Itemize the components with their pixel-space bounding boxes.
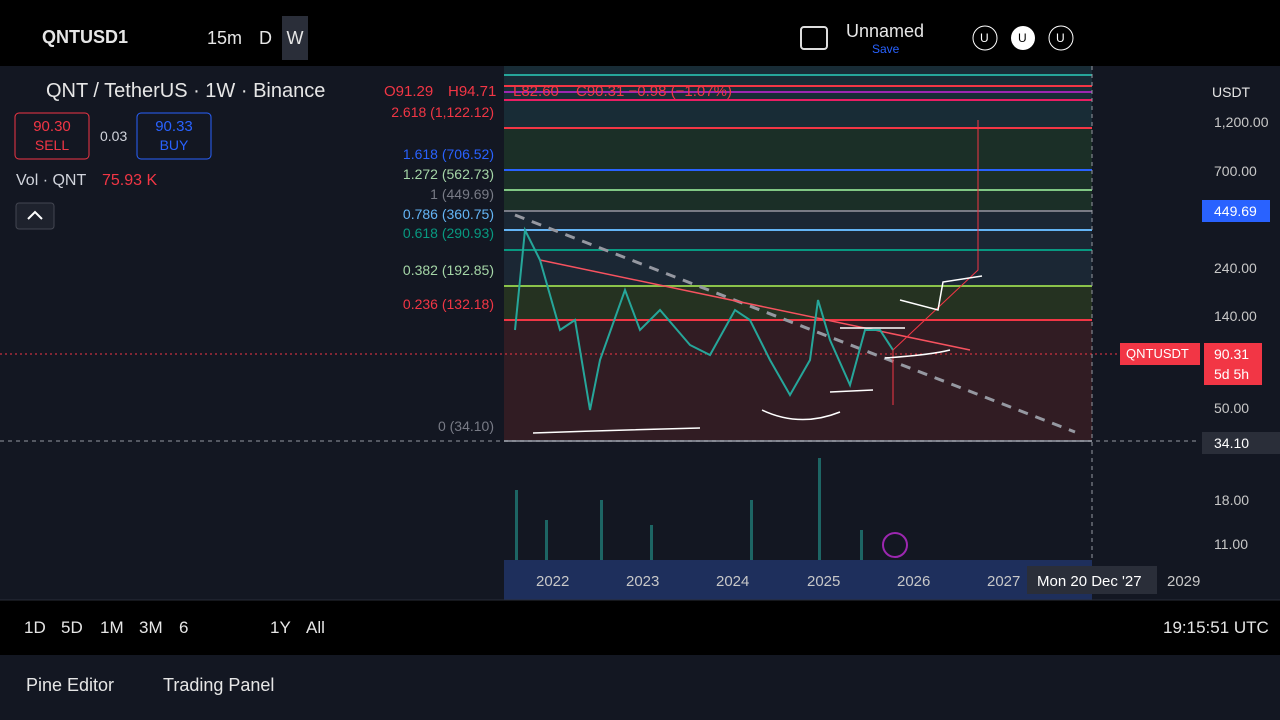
range-button[interactable]: 1Y — [270, 618, 291, 637]
range-button[interactable]: 1M — [100, 618, 124, 637]
symbol-tag: QNTUSDT — [1126, 346, 1189, 361]
interval[interactable]: 15m — [207, 28, 243, 48]
avatar[interactable]: U — [1018, 31, 1027, 45]
symbol-title: QNT / TetherUS · 1W · Binance — [46, 80, 326, 102]
bar-countdown: 5d 5h — [1214, 366, 1250, 382]
save-button[interactable]: Save — [872, 42, 900, 56]
crosshair-price: 449.69 — [1214, 203, 1257, 219]
fib-label: 1.618 (706.52) — [402, 146, 494, 162]
fib-label: 0.382 (192.85) — [402, 262, 494, 278]
currency-select[interactable]: USDT — [1212, 84, 1251, 100]
time-label: 2026 — [897, 573, 931, 590]
time-label: 2022 — [536, 573, 570, 590]
price-label: 140.00 — [1214, 308, 1257, 324]
interval[interactable]: W — [282, 16, 308, 60]
ohlc-high: H94.71 — [448, 83, 497, 100]
ohlc-close: C90.31 −0.98 (−1.07%) — [576, 83, 732, 100]
layout-name[interactable]: Unnamed — [846, 21, 925, 41]
range-button[interactable]: 5D — [61, 618, 83, 637]
panel-tab[interactable]: Pine Editor — [26, 675, 115, 695]
clock: 19:15:51 UTC — [1163, 618, 1269, 637]
avatar[interactable]: U — [1056, 31, 1065, 45]
range-button[interactable]: 1D — [24, 618, 46, 637]
cursor-date: Mon 20 Dec '27 — [1037, 573, 1142, 590]
panel-tab[interactable]: Trading Panel — [163, 675, 275, 695]
interval[interactable]: D — [259, 28, 272, 48]
price-label: 11.00 — [1214, 536, 1248, 552]
fib-label: 0.786 (360.75) — [402, 206, 494, 222]
fib-label: 0.618 (290.93) — [402, 225, 494, 241]
range-button[interactable]: 6 — [179, 618, 189, 637]
sell-price[interactable]: 90.30 — [33, 118, 71, 135]
volume-label: Vol · QNT — [16, 172, 87, 189]
ohlc-low: L82.60 — [513, 83, 559, 100]
price-label: 1,200.00 — [1214, 114, 1269, 130]
fib-label: 0 (34.10) — [437, 418, 494, 434]
avatar[interactable]: U — [980, 31, 989, 45]
range-button[interactable]: 3M — [139, 618, 163, 637]
time-label: 2024 — [716, 573, 750, 590]
fib-label: 2.618 (1,122.12) — [391, 104, 494, 120]
fib-label: 1 (449.69) — [430, 186, 494, 202]
fib-label: 1.272 (562.73) — [402, 166, 494, 182]
last-price: 90.31 — [1214, 346, 1250, 362]
symbol[interactable]: QNTUSD1 — [42, 27, 129, 47]
ohlc-open: O91.29 — [384, 83, 434, 100]
time-label: 2027 — [987, 573, 1021, 590]
buy-button[interactable]: BUY — [159, 137, 189, 153]
time-label: 2023 — [626, 573, 660, 590]
sell-button[interactable]: SELL — [34, 137, 70, 153]
price-label: 700.00 — [1214, 163, 1257, 179]
time-label: 2029 — [1167, 573, 1201, 590]
price-label: 50.00 — [1214, 400, 1250, 416]
time-label: 2025 — [807, 573, 841, 590]
buy-price[interactable]: 90.33 — [155, 118, 193, 135]
range-button[interactable]: All — [306, 618, 325, 637]
spread: 0.03 — [100, 128, 128, 144]
cursor-price: 34.10 — [1214, 435, 1250, 451]
price-label: 240.00 — [1214, 260, 1257, 276]
volume-value: 75.93 K — [102, 172, 158, 189]
price-label: 18.00 — [1214, 492, 1250, 508]
fib-label: 0.236 (132.18) — [402, 296, 494, 312]
